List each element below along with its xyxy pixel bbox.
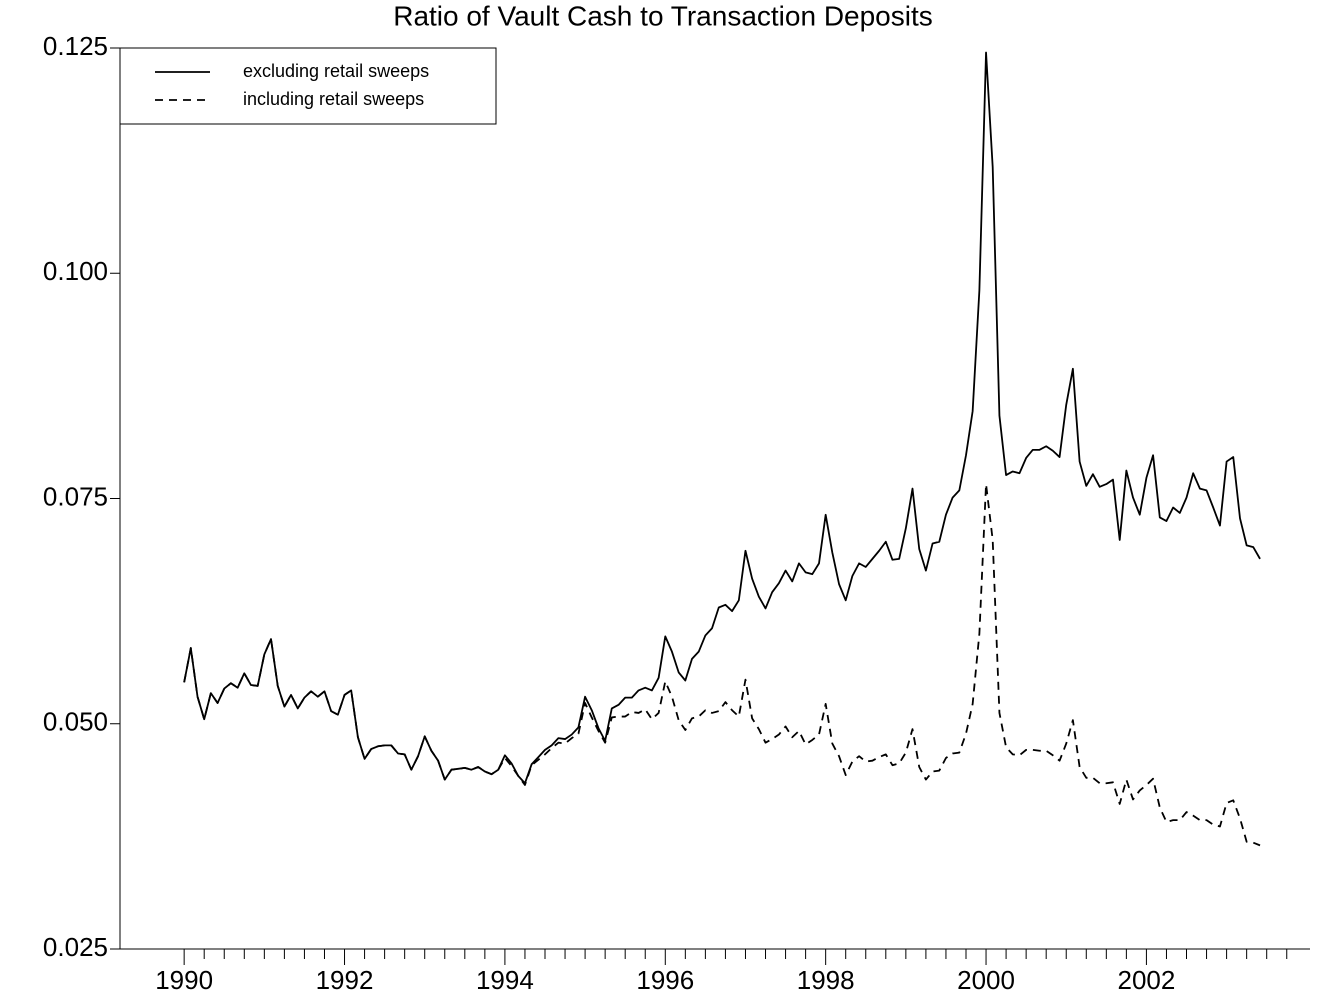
y-tick-label: 0.050 [43,707,108,737]
legend-box [119,47,497,125]
x-tick-label: 1994 [476,965,534,995]
x-tick-label: 2000 [957,965,1015,995]
x-tick-label: 2002 [1117,965,1175,995]
y-tick-label: 0.100 [43,256,108,286]
x-tick-label: 1990 [155,965,213,995]
y-tick-label: 0.075 [43,481,108,511]
chart-title: Ratio of Vault Cash to Transaction Depos… [393,0,933,31]
x-tick-label: 1996 [636,965,694,995]
legend-label: excluding retail sweeps [243,61,429,81]
x-tick-label: 1992 [316,965,374,995]
y-tick-label: 0.125 [43,31,108,61]
series-line [183,483,1261,847]
legend-label: including retail sweeps [243,89,424,109]
x-tick-label: 1998 [797,965,855,995]
series-line [183,51,1261,785]
y-tick-label: 0.025 [43,932,108,962]
